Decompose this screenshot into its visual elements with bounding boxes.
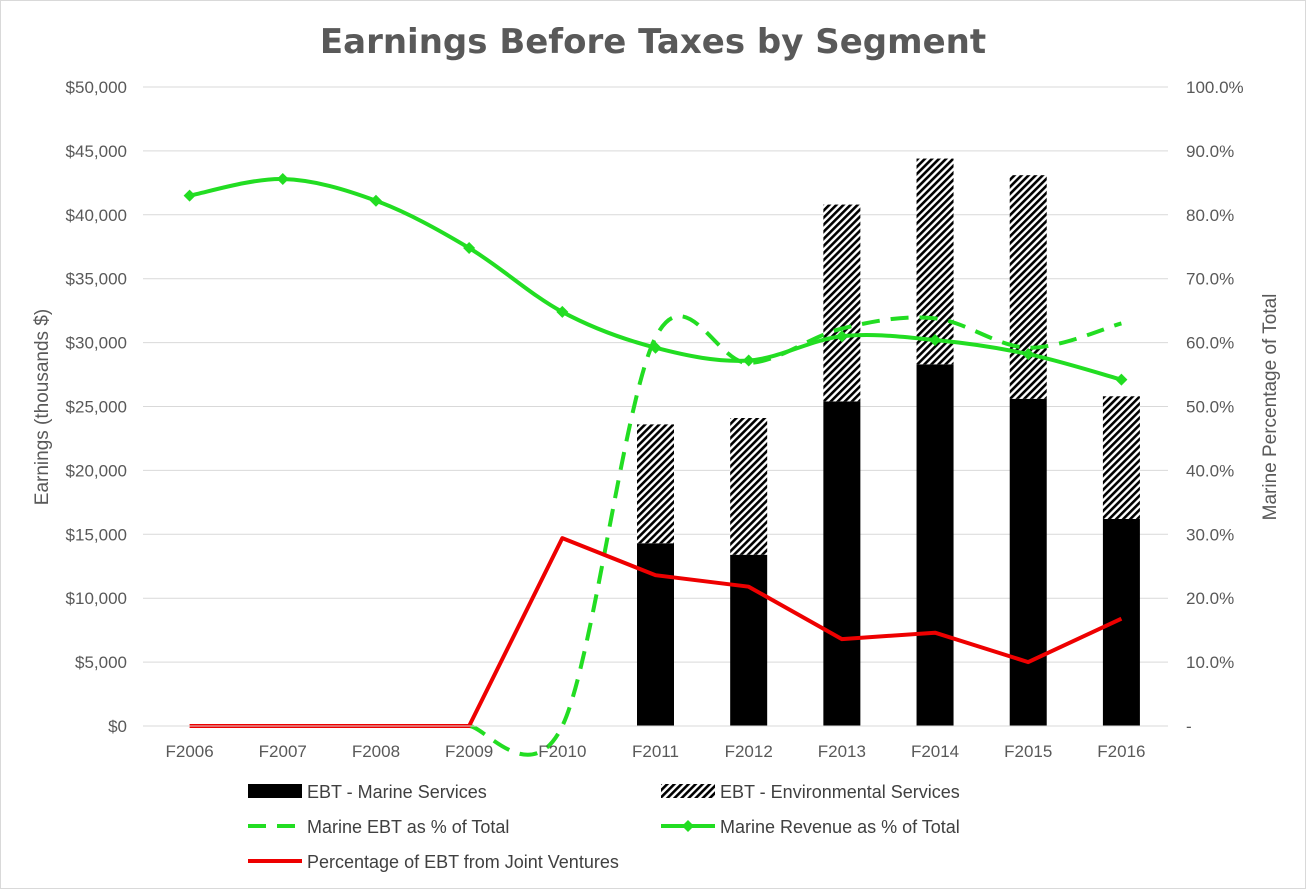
left-tick-label: $25,000 — [66, 398, 127, 417]
bar-environmental-services — [1102, 396, 1140, 519]
bar-environmental-services — [637, 424, 674, 544]
right-tick-label: 90.0% — [1186, 142, 1234, 161]
right-tick-label: 80.0% — [1186, 206, 1234, 225]
series-point — [742, 354, 755, 367]
left-tick-label: $20,000 — [66, 461, 127, 480]
legend-marker — [682, 820, 694, 832]
series-point — [929, 334, 942, 347]
x-tick-label: F2015 — [1004, 742, 1052, 761]
series-point — [835, 330, 848, 343]
series-point — [649, 341, 662, 354]
right-tick-label: 50.0% — [1186, 398, 1234, 417]
x-tick-label: F2014 — [911, 742, 959, 761]
left-axis-title: Earnings (thousands $) — [32, 309, 53, 505]
x-tick-label: F2016 — [1097, 742, 1145, 761]
legend-label: Marine Revenue as % of Total — [720, 817, 960, 837]
left-tick-label: $5,000 — [75, 653, 127, 672]
bar-marine-services — [823, 401, 861, 726]
series-point — [183, 189, 196, 202]
x-tick-label: F2006 — [165, 742, 213, 761]
legend-label: Marine EBT as % of Total — [307, 817, 509, 837]
bar-environmental-services — [730, 418, 768, 555]
left-tick-label: $0 — [108, 717, 127, 736]
x-tick-label: F2009 — [445, 742, 493, 761]
legend: EBT - Marine Services EBT - Environmental… — [248, 782, 960, 872]
bar-environmental-services — [1009, 175, 1047, 399]
right-axis-title: Marine Percentage of Total — [1260, 294, 1281, 521]
series-point — [463, 242, 476, 255]
chart-title: Earnings Before Taxes by Segment — [320, 22, 986, 62]
left-tick-label: $15,000 — [66, 525, 127, 544]
x-tick-label: F2011 — [632, 742, 679, 761]
right-tick-label: 10.0% — [1186, 653, 1234, 672]
left-tick-label: $50,000 — [66, 78, 127, 97]
legend-label: EBT - Marine Services — [307, 782, 487, 802]
bar-marine-services — [1009, 398, 1047, 726]
legend-swatch — [248, 784, 302, 798]
legend-swatch — [661, 784, 715, 798]
series-point — [1022, 348, 1035, 361]
right-tick-label: 20.0% — [1186, 589, 1234, 608]
bar-marine-services — [730, 554, 768, 726]
series-point — [1115, 373, 1128, 386]
x-tick-label: F2012 — [725, 742, 773, 761]
left-tick-label: $35,000 — [66, 270, 127, 289]
right-tick-label: 60.0% — [1186, 334, 1234, 353]
left-tick-label: $30,000 — [66, 334, 127, 353]
legend-label: Percentage of EBT from Joint Ventures — [307, 852, 619, 872]
right-tick-label: 100.0% — [1186, 78, 1244, 97]
x-tick-label: F2010 — [538, 742, 586, 761]
bar-marine-services — [916, 364, 954, 726]
bars — [637, 158, 1140, 726]
right-tick-label: 70.0% — [1186, 270, 1234, 289]
x-tick-label: F2013 — [818, 742, 866, 761]
left-tick-label: $45,000 — [66, 142, 127, 161]
right-tick-label: - — [1186, 717, 1192, 736]
left-tick-label: $40,000 — [66, 206, 127, 225]
x-tick-label: F2007 — [259, 742, 307, 761]
axes: Earnings (thousands $) Marine Percentage… — [32, 78, 1281, 761]
bar-environmental-services — [916, 158, 954, 365]
legend-label: EBT - Environmental Services — [720, 782, 960, 802]
left-tick-label: $10,000 — [66, 589, 127, 608]
right-tick-label: 40.0% — [1186, 461, 1234, 480]
x-tick-label: F2008 — [352, 742, 400, 761]
right-tick-label: 30.0% — [1186, 525, 1234, 544]
series-point — [556, 305, 569, 318]
series-point — [276, 173, 289, 186]
bar-environmental-services — [823, 204, 861, 402]
series-point — [369, 194, 382, 207]
